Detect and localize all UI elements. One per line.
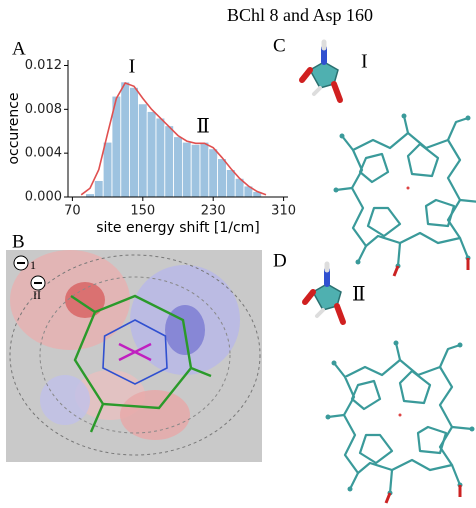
x-tick-label: 70 (64, 204, 81, 219)
x-tick-label: 230 (201, 204, 226, 219)
y-axis-label: occurence (6, 92, 22, 164)
site-label: 1 (30, 258, 36, 272)
bar (200, 142, 209, 197)
bar (130, 87, 139, 197)
bar (191, 144, 200, 197)
x-tick-label: 310 (271, 204, 296, 219)
x-tick-label: 150 (130, 204, 155, 219)
site-label: II (33, 288, 41, 302)
bar (147, 112, 156, 197)
bar (138, 104, 147, 197)
bar (121, 82, 130, 197)
y-tick-label: 0.000 (25, 190, 62, 205)
structure-d (305, 264, 475, 503)
panel-label: A (12, 38, 26, 59)
y-tick-label: 0.004 (25, 146, 62, 161)
peak-label: Ⅱ (196, 116, 210, 138)
bar (226, 170, 235, 197)
y-tick-label: 0.008 (25, 102, 62, 117)
bar (156, 118, 165, 197)
panel-label: D (273, 250, 287, 271)
bar (174, 137, 183, 197)
figure: BChl 8 and Asp 160 A B C D 1 II I (0, 0, 476, 508)
bar (103, 142, 112, 197)
panel-label: B (12, 231, 25, 252)
panel-label: C (273, 35, 286, 56)
bar (94, 181, 103, 197)
bar (218, 159, 227, 197)
y-tick-label: 0.012 (25, 58, 62, 73)
conformer-label: I (361, 51, 368, 73)
bar (209, 149, 218, 197)
peak-label: I (129, 56, 136, 78)
x-axis-label: site energy shift [1/cm] (96, 220, 260, 236)
structure-c (302, 42, 476, 276)
electrostatic-map (6, 250, 262, 462)
bar (165, 126, 174, 197)
histogram-panel: 0.000 0.004 0.008 0.012 70 150 230 310 site ener… (6, 56, 296, 236)
bar (182, 142, 191, 197)
figure-title: BChl 8 and Asp 160 (227, 5, 373, 25)
conformer-label: Ⅱ (352, 284, 366, 306)
